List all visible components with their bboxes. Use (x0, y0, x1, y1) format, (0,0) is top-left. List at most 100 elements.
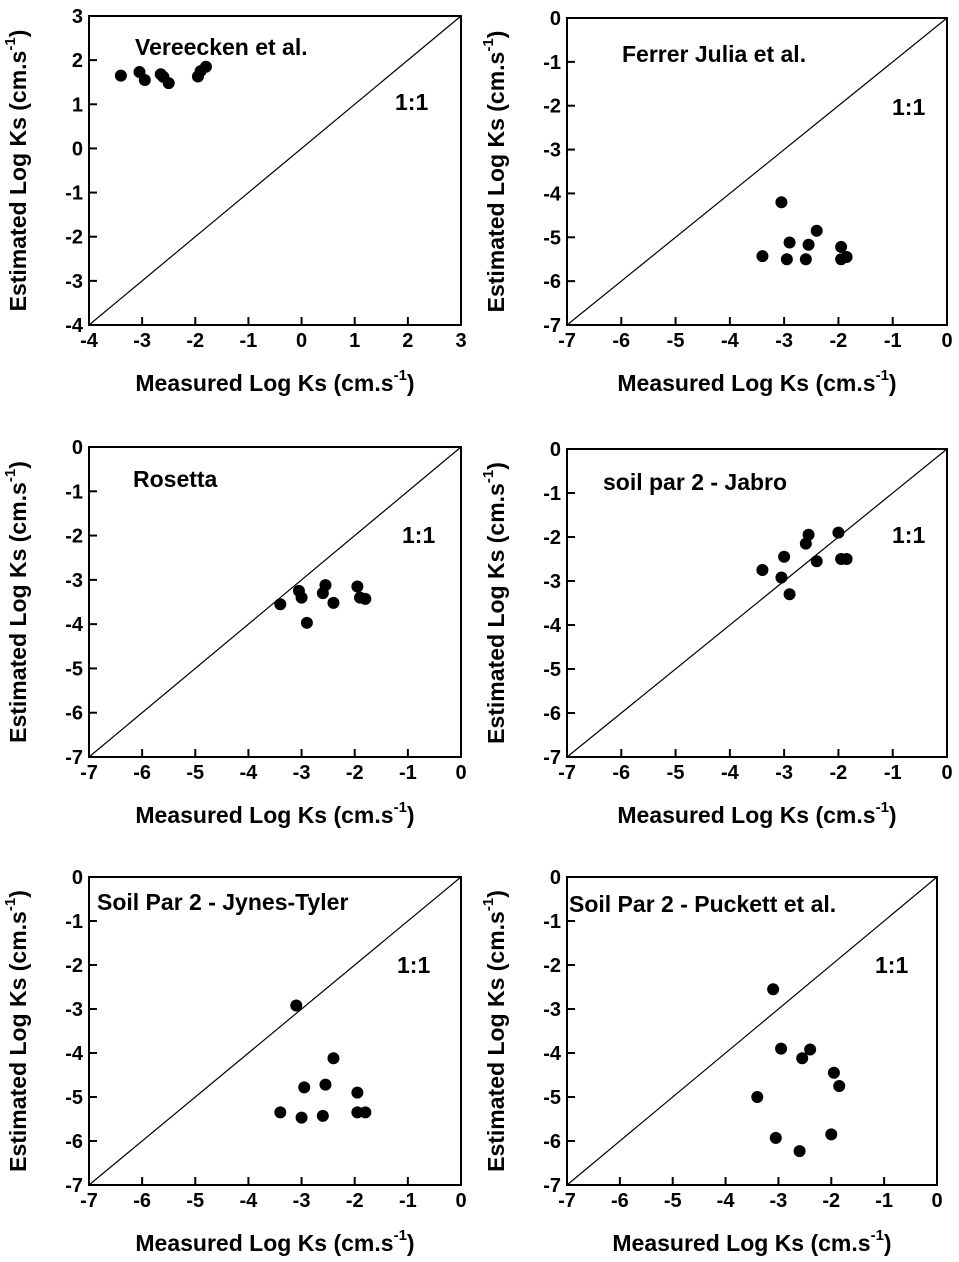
y-axis-title: Estimated Log Ks (cm.s-1) (2, 890, 31, 1172)
x-tick-label: -1 (884, 762, 902, 784)
y-tick-label: -4 (65, 315, 84, 337)
x-tick-label: -6 (133, 1190, 151, 1212)
identity-line (566, 876, 938, 1186)
x-tick-label: -7 (80, 762, 98, 784)
data-point (295, 1111, 308, 1124)
x-tick-label: -2 (346, 1190, 364, 1212)
x-tick-label: -4 (240, 762, 259, 784)
y-tick-label: -1 (65, 183, 83, 205)
x-tick-label: -3 (770, 1190, 788, 1212)
y-tick-label: -5 (543, 227, 561, 249)
y-tick-label: 3 (72, 6, 83, 28)
data-point (162, 77, 175, 90)
data-point (840, 251, 853, 264)
y-tick-label: -2 (543, 955, 561, 977)
x-tick-label: -5 (667, 330, 685, 352)
data-point (804, 1043, 817, 1056)
data-point (300, 616, 313, 629)
plot-frame (566, 17, 948, 326)
data-point (810, 224, 823, 237)
x-tick-label: -2 (830, 762, 848, 784)
one-to-one-label: 1:1 (892, 94, 925, 120)
x-tick-label: -1 (399, 762, 417, 784)
data-point (359, 592, 372, 605)
x-tick-label: -5 (186, 762, 204, 784)
data-point (327, 596, 340, 609)
y-tick-label: 0 (72, 437, 83, 459)
panel-3: -7 -6 -5 -4 -3 -2 -1 0 -7 -6 -5 -4 -3 -2 -1 0 Measured L… (2, 437, 467, 828)
data-point (783, 588, 796, 601)
y-tick-label: -6 (543, 703, 561, 725)
y-tick-label: -1 (543, 483, 561, 505)
y-tick-label: -3 (65, 999, 83, 1021)
data-point (825, 1128, 838, 1141)
y-tick-label: -6 (65, 703, 83, 725)
x-tick-label: -6 (611, 1190, 629, 1212)
y-tick-label: -3 (543, 999, 561, 1021)
y-axis-title: Estimated Log Ks (cm.s-1) (480, 890, 509, 1172)
x-tick-label: 3 (455, 330, 466, 352)
y-tick-label: -6 (65, 1131, 83, 1153)
one-to-one-label: 1:1 (395, 89, 428, 115)
y-tick-label: 0 (72, 138, 83, 160)
y-tick-label: -4 (65, 1043, 84, 1065)
y-tick-label: -6 (543, 271, 561, 293)
y-tick-label: -7 (65, 1175, 83, 1197)
panel-1: -4 -3 -2 -1 0 1 2 3 -4 -3 -2 -1 0 1 2 3 Measured Log Ks … (2, 6, 467, 396)
panel-2: -7 -6 -5 -4 -3 -2 -1 0 -7 -6 -5 -4 -3 -2 -1 0 Measured L… (480, 8, 953, 396)
one-to-one-label: 1:1 (892, 522, 925, 548)
y-tick-label: -2 (65, 227, 83, 249)
data-point (840, 553, 853, 565)
data-point (778, 550, 791, 563)
x-tick-label: -2 (822, 1190, 840, 1212)
x-tick-label: -1 (884, 330, 902, 352)
x-tick-label: -2 (830, 330, 848, 352)
y-tick-label: 0 (72, 867, 83, 889)
x-tick-label: -1 (875, 1190, 893, 1212)
data-point (298, 1081, 311, 1094)
x-tick-label: -3 (293, 762, 311, 784)
x-tick-label: -4 (80, 330, 99, 352)
data-point (835, 240, 848, 253)
y-tick-label: -4 (543, 615, 562, 637)
y-tick-label: -1 (543, 52, 561, 74)
data-point (274, 598, 287, 611)
y-tick-label: -5 (543, 1087, 561, 1109)
x-axis-title: Measured Log Ks (cm.s-1) (135, 367, 414, 396)
data-point (319, 1078, 332, 1091)
identity-line (88, 876, 462, 1186)
x-tick-label: -4 (721, 762, 740, 784)
panel-6: -7 -6 -5 -4 -3 -2 -1 0 -7 -6 -5 -4 -3 -2 -1 0 Measured L… (480, 867, 943, 1256)
data-point (327, 1052, 340, 1065)
panel-title: Rosetta (133, 466, 218, 492)
x-tick-label: -7 (558, 1190, 576, 1212)
x-tick-label: -3 (133, 330, 151, 352)
data-point (775, 196, 788, 209)
one-to-one-label: 1:1 (397, 952, 430, 978)
y-tick-label: -2 (543, 527, 561, 549)
data-point (767, 983, 780, 996)
x-axis-title: Measured Log Ks (cm.s-1) (612, 1227, 891, 1256)
y-tick-label: -5 (65, 1087, 83, 1109)
data-point (799, 253, 812, 266)
data-point (827, 1066, 840, 1079)
y-tick-label: -3 (65, 570, 83, 592)
data-point (114, 69, 127, 82)
y-tick-label: -4 (65, 614, 84, 636)
x-axis-title: Measured Log Ks (cm.s-1) (617, 367, 896, 396)
y-tick-label: -1 (65, 481, 83, 503)
data-point (793, 1145, 806, 1158)
panel-title: soil par 2 - Jabro (603, 469, 787, 495)
plot-frame (88, 446, 462, 758)
x-axis-title: Measured Log Ks (cm.s-1) (135, 799, 414, 828)
data-point (199, 60, 212, 73)
data-point (274, 1106, 287, 1119)
data-point (351, 1086, 364, 1099)
identity-line (566, 448, 948, 758)
data-point (810, 555, 823, 568)
x-tick-label: -2 (186, 330, 204, 352)
panel-title: Soil Par 2 - Puckett et al. (569, 891, 836, 917)
y-tick-label: 0 (550, 8, 561, 30)
